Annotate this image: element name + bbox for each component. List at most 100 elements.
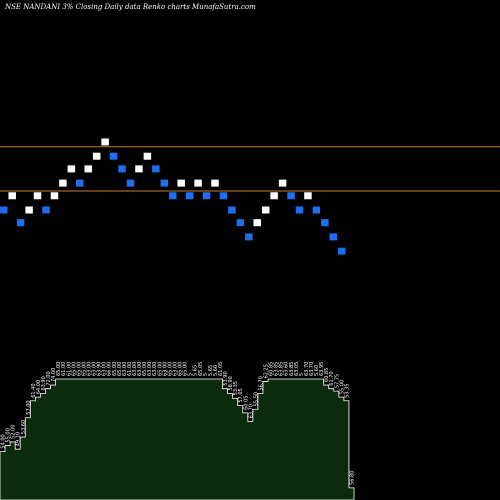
volume-label-64: 60.85 [324, 368, 330, 382]
volume-label-14: 65.00 [71, 362, 77, 376]
volume-bar-67 [339, 397, 344, 500]
volume-label-38: 5.65 [193, 365, 199, 376]
volume-bar-24 [121, 379, 126, 500]
volume-bar-65 [329, 389, 334, 500]
volume-label-17: 63.00 [87, 362, 93, 376]
volume-label-44: 53.90 [223, 371, 229, 385]
volume-bar-68 [344, 401, 349, 500]
volume-bar-29 [147, 379, 152, 500]
renko-brick-11 [92, 152, 101, 160]
volume-bar-11 [56, 379, 61, 500]
volume-bar-64 [324, 385, 329, 500]
volume-label-61: 63.70 [309, 362, 315, 376]
renko-brick-18 [152, 165, 160, 173]
renko-brick-40 [338, 247, 346, 255]
volume-bar-62 [314, 379, 319, 500]
volume-bar-49 [248, 421, 253, 500]
volume-bar-48 [243, 413, 248, 500]
renko-brick-14 [118, 165, 126, 173]
renko-brick-27 [228, 206, 236, 214]
renko-brick-38 [321, 219, 329, 227]
volume-label-0: 54.00 [1, 434, 7, 448]
volume-label-25: 61.00 [127, 362, 133, 376]
volume-bar-66 [334, 391, 339, 500]
renko-brick-31 [261, 206, 270, 214]
volume-label-66: 57.75 [334, 374, 340, 388]
volume-label-67: 55.00 [339, 380, 345, 394]
volume-label-37: 5 [188, 373, 194, 376]
volume-label-12: 61.00 [61, 362, 67, 376]
volume-label-60: 63.70 [304, 362, 310, 376]
volume-label-7: 64.00 [36, 380, 42, 394]
volume-label-9: 72.00 [46, 371, 52, 385]
volume-label-41: 5.65 [208, 365, 214, 376]
volume-area [0, 378, 355, 500]
volume-histogram [0, 378, 355, 500]
volume-label-39: 65.05 [198, 362, 204, 376]
volume-label-27: 63.00 [137, 362, 143, 376]
renko-brick-1 [8, 192, 16, 200]
renko-brick-19 [160, 179, 169, 187]
volume-label-51: 56.70 [258, 376, 264, 390]
volume-label-55: 63.85 [279, 362, 285, 376]
renko-brick-7 [59, 179, 67, 187]
volume-label-19: 63.90 [97, 362, 103, 376]
renko-brick-8 [67, 165, 76, 173]
volume-bar-40 [202, 379, 207, 500]
volume-label-58: 63.05 [294, 362, 300, 376]
volume-bar-14 [71, 379, 76, 500]
volume-bar-27 [137, 379, 142, 500]
volume-bar-57 [288, 379, 293, 500]
volume-bar-46 [233, 398, 238, 500]
volume-bar-20 [101, 379, 106, 500]
volume-bar-50 [253, 409, 258, 500]
volume-bar-16 [81, 379, 86, 500]
volume-label-50: 55.50 [253, 392, 259, 406]
volume-label-6: 61.40 [31, 383, 37, 397]
volume-label-32: 63.00 [162, 362, 168, 376]
volume-label-54: 63.85 [274, 362, 280, 376]
volume-bar-54 [273, 379, 278, 500]
volume-bar-58 [293, 379, 298, 500]
volume-label-59: 5 [299, 373, 305, 376]
volume-bar-63 [319, 379, 324, 500]
volume-bar-33 [167, 379, 172, 500]
volume-label-31: 65.00 [157, 362, 163, 376]
renko-brick-2 [16, 219, 25, 227]
volume-bar-7 [35, 397, 40, 500]
renko-brick-6 [50, 192, 59, 200]
volume-bar-52 [263, 381, 268, 500]
volume-bar-45 [228, 394, 233, 500]
renko-brick-30 [253, 219, 261, 227]
volume-bar-1 [5, 446, 10, 500]
renko-brick-4 [33, 192, 42, 200]
volume-bar-44 [223, 389, 228, 500]
volume-bar-32 [162, 379, 167, 500]
volume-bar-59 [298, 379, 303, 500]
volume-label-52: 62.25 [264, 364, 270, 378]
renko-brick-15 [126, 179, 135, 187]
volume-bar-3 [15, 449, 20, 500]
volume-bar-25 [126, 379, 131, 500]
renko-brick-21 [177, 179, 185, 187]
renko-brick-24 [202, 192, 211, 200]
renko-brick-23 [194, 179, 202, 187]
volume-label-43: 61.05 [218, 362, 224, 376]
volume-label-11: 65.00 [56, 362, 62, 376]
volume-label-28: 65.00 [142, 362, 148, 376]
volume-label-49: 63.70 [248, 404, 254, 418]
volume-bar-18 [91, 379, 96, 500]
volume-bar-15 [76, 379, 81, 500]
volume-label-42: 5.60 [213, 365, 219, 376]
volume-bar-47 [238, 406, 243, 500]
renko-brick-16 [135, 165, 143, 173]
renko-brick-32 [270, 192, 278, 200]
renko-brick-26 [219, 192, 228, 200]
volume-bar-23 [116, 379, 121, 500]
volume-bar-19 [96, 379, 101, 500]
volume-label-8: 63.90 [41, 376, 47, 390]
volume-label-40: 5 [203, 373, 209, 376]
volume-label-24: 63.00 [122, 362, 128, 376]
